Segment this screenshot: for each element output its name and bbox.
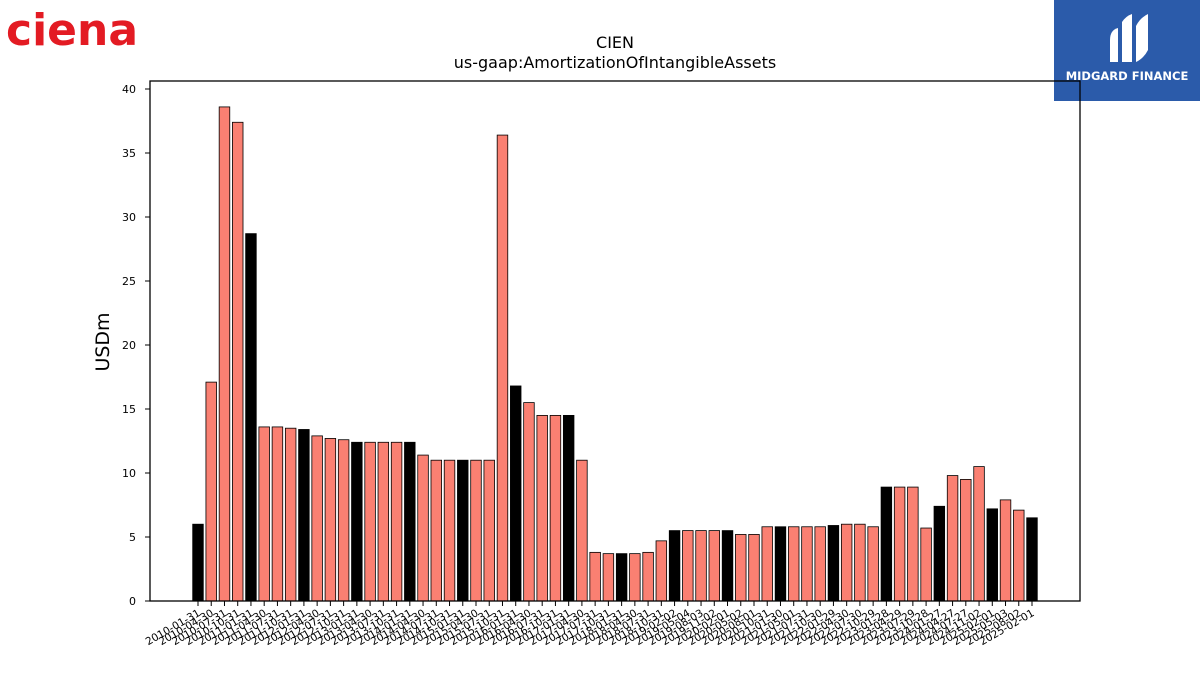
- midgard-finance-logo-graphic: MIDGARD FINANCE: [1066, 14, 1189, 83]
- bar-2013-01-31: [351, 441, 363, 602]
- bar-2020-02-01: [721, 530, 734, 602]
- bar-2017-04-30: [576, 459, 588, 602]
- bar-2025-08-02: [1013, 509, 1025, 602]
- bar-2022-10-29: [867, 526, 879, 602]
- bar-2025-02-01: [986, 508, 998, 602]
- bar-2020-05-02: [735, 534, 747, 602]
- bar-2015-04-30: [470, 459, 482, 602]
- y-tick-label: 25: [122, 275, 136, 288]
- bar-2011-07-31: [271, 426, 284, 602]
- y-tick-label: 40: [122, 83, 136, 96]
- bar-2017-10-31: [602, 553, 615, 602]
- midgard-emblem-icon: [1110, 14, 1148, 62]
- bar-2010-10-31: [232, 121, 244, 602]
- bar-2017-07-31: [589, 551, 601, 602]
- bar-2019-05-04: [682, 530, 694, 602]
- bar-2025-05-03: [999, 499, 1012, 602]
- bar-2024-11-02: [973, 466, 985, 602]
- bar-2013-04-30: [364, 441, 376, 602]
- ciena-logo-text: ciena: [6, 5, 138, 52]
- bar-2018-07-31: [642, 551, 654, 602]
- bar-2023-01-28: [880, 486, 893, 602]
- bar-2024-01-27: [933, 505, 946, 602]
- bar-2016-01-31: [510, 385, 522, 602]
- bar-2012-10-31: [337, 439, 350, 602]
- y-tick-label: 10: [122, 467, 136, 480]
- bar-2019-11-02: [708, 530, 720, 602]
- bar-2018-01-31: [615, 553, 628, 602]
- bar-2010-01-31: [192, 523, 204, 602]
- bar-2014-07-31: [430, 459, 442, 602]
- bar-2014-10-31: [443, 459, 456, 602]
- bar-2022-04-30: [840, 523, 853, 602]
- bar-2011-10-31: [284, 427, 297, 602]
- bar-2024-04-27: [946, 475, 959, 602]
- bar-2014-04-30: [417, 454, 429, 602]
- bar-2010-07-31: [218, 106, 231, 602]
- bar-2012-04-30: [311, 435, 323, 602]
- bar-2023-04-29: [893, 486, 906, 602]
- ciena-logo: ciena: [6, 0, 156, 56]
- bar-2021-01-30: [774, 526, 787, 602]
- chart-subtitle: us-gaap:AmortizationOfIntangibleAssets: [454, 53, 776, 72]
- bar-2020-08-01: [748, 534, 760, 602]
- bar-2022-07-30: [854, 523, 866, 602]
- x-axis: 2010-01-312010-04-302010-07-312010-10-31…: [144, 601, 1037, 648]
- midgard-finance-logo-text: MIDGARD FINANCE: [1066, 69, 1189, 83]
- bar-2012-01-31: [298, 429, 310, 602]
- plot-frame: [149, 80, 1081, 602]
- bar-2010-04-30: [205, 381, 217, 602]
- y-tick-label: 0: [129, 595, 136, 608]
- bar-2021-05-01: [788, 526, 800, 602]
- bar-2014-01-31: [404, 441, 416, 602]
- bar-2016-04-30: [523, 402, 535, 602]
- bar-2012-07-31: [324, 438, 337, 602]
- chart-title: CIEN: [596, 33, 634, 52]
- bar-2020-10-31: [761, 526, 773, 602]
- bar-2011-04-30: [258, 426, 270, 602]
- ciena-logo-graphic: ciena: [6, 5, 138, 56]
- bar-2025-11-01: [1026, 517, 1038, 602]
- bar-2021-10-30: [814, 526, 826, 602]
- y-tick-label: 20: [122, 339, 136, 352]
- midgard-finance-logo: MIDGARD FINANCE: [1054, 0, 1200, 101]
- bar-2023-10-28: [920, 527, 932, 602]
- bars-group: [192, 106, 1038, 602]
- bar-2015-01-31: [457, 459, 469, 602]
- bar-2011-01-31: [245, 233, 257, 602]
- bar-2023-07-29: [907, 486, 919, 602]
- bar-2015-10-31: [496, 134, 509, 602]
- y-tick-label: 35: [122, 147, 136, 160]
- bar-2016-07-31: [536, 414, 548, 602]
- bar-2022-01-29: [827, 525, 840, 602]
- y-axis-label: USDm: [92, 312, 114, 371]
- bar-2013-07-31: [377, 441, 390, 602]
- bar-2018-10-31: [655, 540, 668, 602]
- y-axis: 0 5 10 15 20 25 30 35 40: [122, 83, 150, 608]
- bar-2015-07-31: [483, 459, 495, 602]
- y-tick-label: 30: [122, 211, 136, 224]
- y-tick-label: 15: [122, 403, 136, 416]
- y-tick-label: 5: [129, 531, 136, 544]
- bar-2021-07-31: [801, 526, 813, 602]
- bar-2019-08-03: [695, 530, 707, 602]
- bar-2017-01-31: [562, 414, 575, 602]
- bar-2013-10-31: [390, 441, 403, 602]
- bar-2018-04-30: [629, 553, 641, 602]
- bar-2019-02-02: [668, 530, 681, 602]
- bar-2016-10-31: [549, 414, 562, 602]
- bar-2024-07-27: [960, 478, 972, 602]
